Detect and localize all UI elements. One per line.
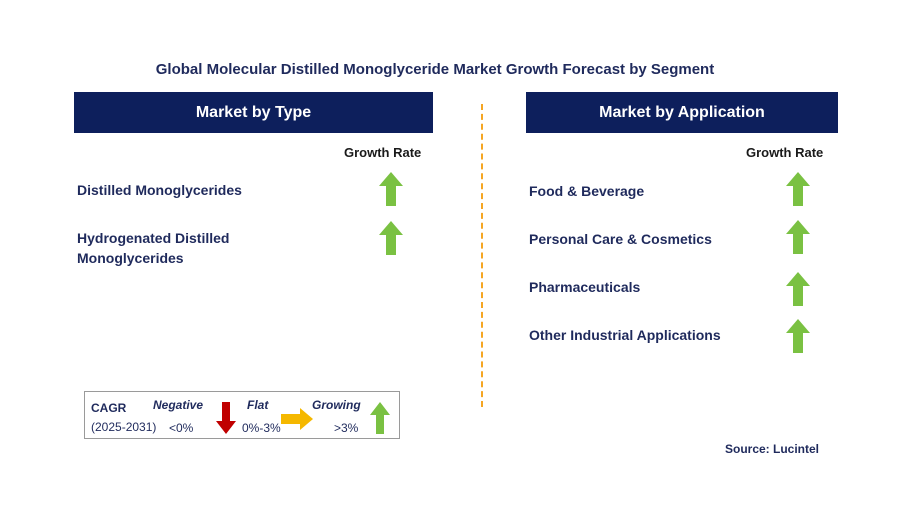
market-by-application-header: Market by Application [526,92,838,133]
legend-flat-label: Flat [247,398,269,412]
growing-arrow-icon [370,402,390,434]
growth-rate-label-application: Growth Rate [746,145,824,160]
type-item-label: Distilled Monoglycerides [77,182,242,198]
flat-arrow-icon [281,408,313,430]
market-by-type-header: Market by Type [74,92,433,133]
cagr-legend: CAGR (2025-2031) Negative <0% Flat 0%-3%… [84,391,400,439]
application-item-label: Other Industrial Applications [529,327,721,343]
growing-arrow-icon [379,221,403,255]
application-item-label: Personal Care & Cosmetics [529,231,712,247]
growing-arrow-icon [786,272,810,306]
legend-negative-label: Negative [153,398,204,412]
type-item-label: Hydrogenated Distilled Monoglycerides [77,230,230,266]
legend-flat-range: 0%-3% [242,421,281,435]
growth-rate-label-type: Growth Rate [344,145,422,160]
source-note: Source: Lucintel [725,442,820,456]
growing-arrow-icon [786,220,810,254]
legend-cagr-label: CAGR [91,401,127,415]
legend-growing-label: Growing [312,398,361,412]
negative-arrow-icon [216,402,236,434]
application-item-label: Pharmaceuticals [529,279,641,295]
page-title: Global Molecular Distilled Monoglyceride… [155,61,715,78]
panel-divider [481,104,483,407]
legend-period-label: (2025-2031) [91,420,157,434]
growing-arrow-icon [379,172,403,206]
legend-negative-range: <0% [169,421,194,435]
legend-growing-range: >3% [334,421,359,435]
application-item-label: Food & Beverage [529,183,645,199]
growing-arrow-icon [786,319,810,353]
growing-arrow-icon [786,172,810,206]
